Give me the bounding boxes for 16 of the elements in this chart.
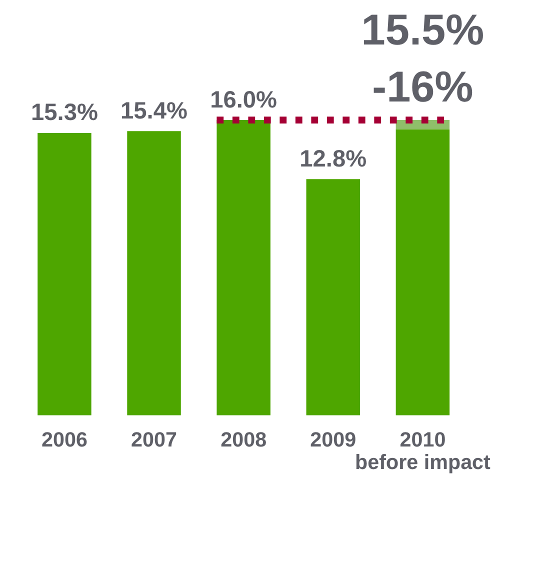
- data-label: 12.8%: [300, 146, 367, 172]
- data-label: 15.3%: [30, 100, 98, 126]
- data-label: 15.4%: [120, 98, 188, 124]
- annotation: -16%: [372, 63, 474, 112]
- data-label: 16.0%: [210, 87, 278, 114]
- bar: [127, 131, 181, 416]
- annotation: 15.5%: [361, 6, 484, 54]
- bar: [306, 179, 360, 416]
- bar: [396, 129, 450, 416]
- x-tick-label: 2008: [220, 428, 267, 452]
- bar: [38, 132, 92, 416]
- x-tick-label: 2007: [131, 428, 177, 452]
- x-tick-label: 2006: [41, 428, 88, 452]
- bar: [216, 120, 270, 416]
- x-tick-label: 2009: [310, 428, 356, 452]
- x-tick-label: 2010 before impact: [354, 428, 491, 474]
